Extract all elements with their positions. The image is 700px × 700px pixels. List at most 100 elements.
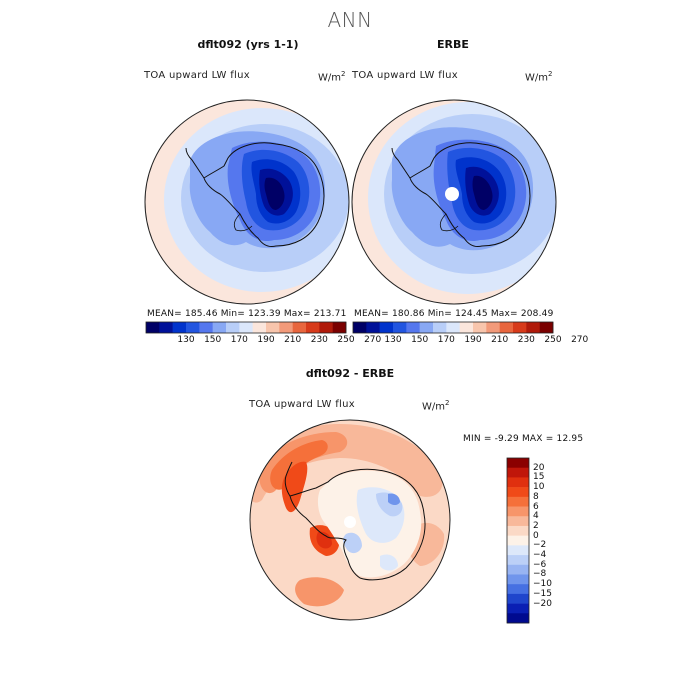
colorbar-swatch [446, 322, 460, 333]
colorbar-swatch [507, 496, 529, 507]
colorbar-tick-label: 130 [177, 335, 195, 345]
panel2-title: ERBE [437, 38, 469, 51]
colorbar-tick-label: 10 [533, 482, 545, 493]
colorbar-swatch [507, 613, 529, 624]
panel1-title: dflt092 (yrs 1-1) [197, 38, 299, 51]
colorbar-swatch [239, 322, 253, 333]
colorbar-swatch [199, 322, 213, 333]
colorbar-swatch [507, 477, 529, 488]
colorbar-swatch [146, 322, 160, 333]
colorbar-swatch [433, 322, 447, 333]
panel3-warm-south [295, 577, 344, 607]
colorbar-swatch [186, 322, 200, 333]
colorbar-tick-label: 15 [533, 472, 545, 483]
panel2-contour-130 [472, 175, 493, 210]
colorbar-tick-label: 6 [533, 501, 539, 512]
colorbar-swatch [212, 322, 227, 333]
panel3-colorbar [506, 457, 530, 624]
colorbar-tick-label: −2 [533, 540, 547, 551]
colorbar-swatch [306, 322, 320, 333]
colorbar-swatch [507, 545, 529, 556]
colorbar-swatch [279, 322, 293, 333]
panel3-warm-ross-core [316, 531, 332, 549]
colorbar-swatch [459, 322, 474, 333]
colorbar-swatch [507, 458, 529, 469]
panel3-title: dflt092 - ERBE [305, 367, 395, 380]
panel1-variable-label: TOA upward LW flux [144, 70, 250, 81]
colorbar-tick-label: 130 [384, 335, 402, 345]
colorbar-swatch [507, 516, 529, 527]
panel2-stats: MEAN= 180.86 Min= 124.45 Max= 208.49 [354, 309, 554, 319]
panel1-stats: MEAN= 185.46 Min= 123.39 Max= 213.71 [147, 309, 347, 319]
colorbar-swatch [172, 322, 187, 333]
colorbar-swatch [499, 322, 514, 333]
panel1-coastline [203, 142, 325, 247]
colorbar-swatch [539, 322, 554, 333]
colorbar-tick-label: 190 [464, 335, 482, 345]
colorbar-swatch [513, 322, 527, 333]
panel3-peninsula [284, 461, 293, 497]
colorbar-swatch [292, 322, 307, 333]
colorbar-swatch [473, 322, 487, 333]
colorbar-swatch [266, 322, 280, 333]
colorbar-swatch [507, 555, 529, 566]
colorbar-swatch [507, 584, 529, 595]
colorbar-swatch [319, 322, 333, 333]
colorbar-tick-label: 230 [517, 335, 535, 345]
colorbar-swatch [507, 593, 529, 604]
panel2-map-border [351, 99, 557, 305]
panel3-map [250, 420, 450, 620]
colorbar-swatch [507, 535, 529, 546]
colorbar-swatch [406, 322, 420, 333]
colorbar-swatch [252, 322, 267, 333]
colorbar-tick-label: 250 [337, 335, 355, 345]
colorbar-tick-label: 20 [533, 462, 545, 473]
colorbar-swatch [353, 322, 367, 333]
panel3-warm-peninsula [281, 461, 308, 513]
panel2-variable-label: TOA upward LW flux [352, 70, 458, 81]
panel1-ice-shelf [233, 213, 253, 232]
colorbar-tick-label: −4 [533, 550, 547, 561]
panel1-map [145, 100, 349, 304]
panel2-pole-mask [445, 187, 459, 201]
panel2-colorbar [352, 321, 554, 334]
colorbar-tick-label: 4 [533, 511, 539, 522]
colorbar-frame [145, 321, 347, 334]
colorbar-swatch [159, 322, 173, 333]
colorbar-swatch [419, 322, 434, 333]
panel3-units-label: W/m2 [422, 399, 450, 413]
panel2-map [352, 100, 556, 304]
panel3-cool-5 [380, 554, 398, 571]
colorbar-tick-label: 8 [533, 491, 539, 502]
colorbar-swatch [507, 467, 529, 478]
colorbar-tick-label: −6 [533, 559, 547, 570]
colorbar-swatch [507, 525, 529, 536]
colorbar-tick-label: 170 [437, 335, 455, 345]
colorbar-swatch [366, 322, 380, 333]
colorbar-frame [352, 321, 554, 334]
colorbar-tick-label: 250 [544, 335, 562, 345]
panel3-map-border [249, 419, 451, 621]
panel2-ice-shelf [439, 213, 459, 232]
colorbar-swatch [486, 322, 500, 333]
panel1-colorbar [145, 321, 347, 334]
panel3-cool-3 [388, 493, 400, 505]
panel3-variable-label: TOA upward LW flux [249, 399, 355, 410]
panel3-stats: MIN = -9.29 MAX = 12.95 [463, 434, 584, 444]
colorbar-tick-label: −20 [533, 598, 552, 609]
colorbar-tick-label: 2 [533, 520, 539, 531]
colorbar-tick-label: 0 [533, 530, 539, 541]
colorbar-tick-label: 210 [284, 335, 302, 345]
colorbar-tick-label: 190 [257, 335, 275, 345]
panel1-map-border [144, 99, 350, 305]
colorbar-swatch [507, 574, 529, 585]
panel2-units-label: W/m2 [525, 70, 553, 84]
colorbar-tick-label: 270 [571, 335, 589, 345]
colorbar-swatch [379, 322, 394, 333]
colorbar-tick-label: −8 [533, 569, 547, 580]
panel1-units-label: W/m2 [318, 70, 346, 84]
panel2-peninsula [391, 147, 411, 179]
colorbar-swatch [332, 322, 347, 333]
colorbar-tick-label: 230 [310, 335, 328, 345]
